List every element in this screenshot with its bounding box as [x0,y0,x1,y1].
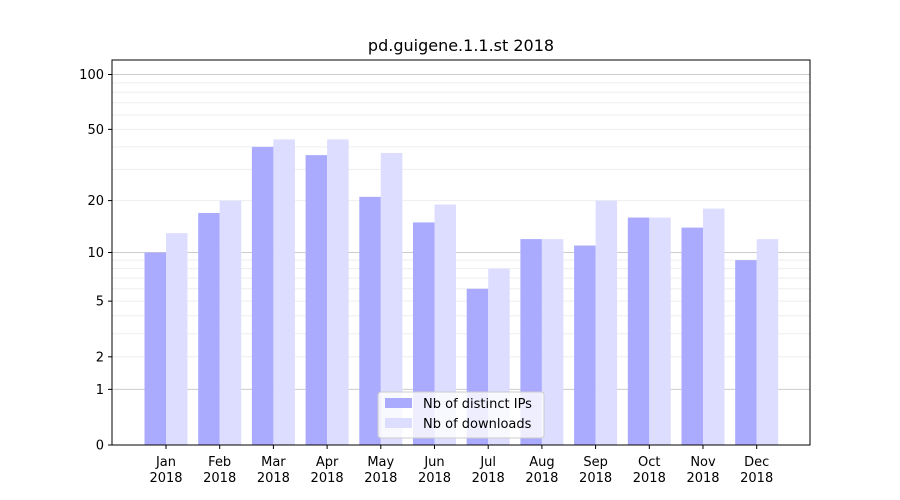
y-tick-label: 2 [96,350,104,365]
x-tick-label-year: 2018 [149,471,182,486]
x-tick-label-month: Sep [583,455,608,470]
x-tick-label-year: 2018 [418,471,451,486]
bar-downloads [219,200,242,445]
bar-downloads [166,233,188,445]
legend-box [377,391,545,439]
bar-downloads [327,139,349,445]
x-tick-label-month: Oct [638,455,660,470]
y-axis: 0 1 2 5 10 20 50 100 [79,68,112,454]
y-tick-label: 10 [87,246,104,261]
bar-distinct-ips [359,196,381,445]
bar-distinct-ips [574,245,596,445]
bar-distinct-ips [305,155,328,446]
y-tick-label: 50 [87,123,104,138]
bar-distinct-ips [627,217,650,445]
x-tick-label-year: 2018 [525,471,558,486]
bar-distinct-ips [735,260,757,445]
x-tick-label-month: Apr [316,455,339,470]
x-tick-label-month: Feb [208,455,231,470]
x-tick-label-year: 2018 [686,471,719,486]
x-tick-label-year: 2018 [311,471,344,486]
x-tick-label-year: 2018 [257,471,290,486]
legend-label: Nb of distinct IPs [423,397,532,412]
bar-downloads [273,139,295,445]
x-tick-label-year: 2018 [472,471,505,486]
bar-distinct-ips [198,212,220,445]
x-tick-label-month: Nov [690,455,716,470]
bar-downloads [649,217,671,445]
x-tick-label-month: Jun [423,455,444,470]
bar-distinct-ips [681,227,703,445]
x-tick-label-year: 2018 [364,471,397,486]
chart-title: pd.guigene.1.1.st 2018 [368,36,554,55]
x-tick-label-year: 2018 [579,471,612,486]
x-tick-label-month: May [367,455,394,470]
legend-label: Nb of downloads [423,417,532,432]
bar-distinct-ips [251,146,274,445]
bar-distinct-ips [144,252,166,445]
bar-downloads [595,200,618,445]
x-tick-label-year: 2018 [740,471,773,486]
x-tick-label-month: Dec [744,455,769,470]
x-tick-label-year: 2018 [203,471,236,486]
y-tick-label: 1 [96,383,104,398]
x-tick-label-month: Mar [261,455,286,470]
x-axis: Jan2018Feb2018Mar2018Apr2018May2018Jun20… [149,445,773,486]
bar-downloads [541,239,564,445]
y-tick-label: 100 [79,68,104,83]
bars [144,139,779,446]
x-tick-label-month: Aug [529,455,554,470]
x-tick-label-month: Jul [479,455,496,470]
bar-downloads [703,208,725,445]
legend-swatch [385,398,412,408]
y-tick-label: 0 [96,439,104,454]
bar-downloads [434,204,456,445]
y-tick-label: 5 [96,295,104,310]
legend: Nb of distinct IPs Nb of downloads [377,391,545,439]
bar-downloads [380,152,403,445]
bar-downloads [756,239,779,445]
legend-swatch [385,418,412,428]
x-tick-label-year: 2018 [633,471,666,486]
y-tick-label: 20 [87,194,104,209]
x-tick-label-month: Jan [155,455,176,470]
bar-distinct-ips [413,222,435,445]
